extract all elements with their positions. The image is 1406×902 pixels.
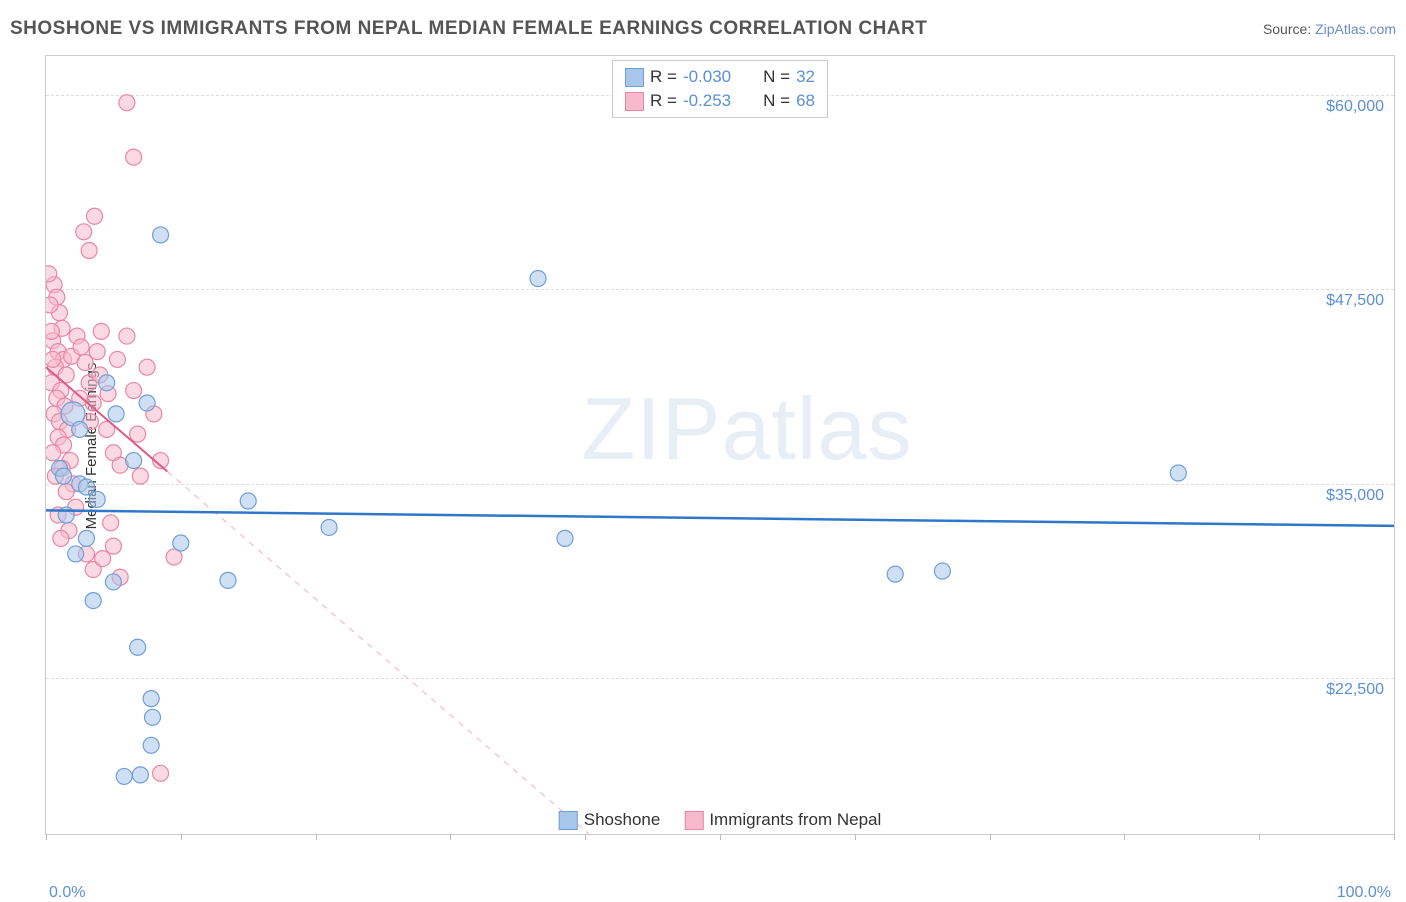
x-axis-max: 100.0% [1337,884,1391,902]
x-axis-min: 0.0% [49,884,85,902]
correlation-legend-row-1: R = -0.030 N = 32 [625,65,815,89]
scatter-plot-svg [46,56,1394,834]
series-b-swatch [684,811,703,830]
series-a-swatch [559,811,578,830]
series-legend-item-a: Shoshone [559,810,661,830]
chart-title: SHOSHONE VS IMMIGRANTS FROM NEPAL MEDIAN… [10,18,927,40]
chart-plot-area: ZIPatlas $22,500$35,000$47,500$60,000 R … [45,55,1395,835]
chart-source: Source: ZipAtlas.com [1263,21,1396,37]
chart-header: SHOSHONE VS IMMIGRANTS FROM NEPAL MEDIAN… [10,18,1396,40]
correlation-legend: R = -0.030 N = 32 R = -0.253 N = 68 [612,60,828,118]
source-link[interactable]: ZipAtlas.com [1315,21,1396,37]
series-legend-item-b: Immigrants from Nepal [684,810,881,830]
series-legend: Shoshone Immigrants from Nepal [559,810,882,830]
series-a-swatch [625,68,644,87]
series-b-swatch [625,92,644,111]
correlation-legend-row-2: R = -0.253 N = 68 [625,89,815,113]
